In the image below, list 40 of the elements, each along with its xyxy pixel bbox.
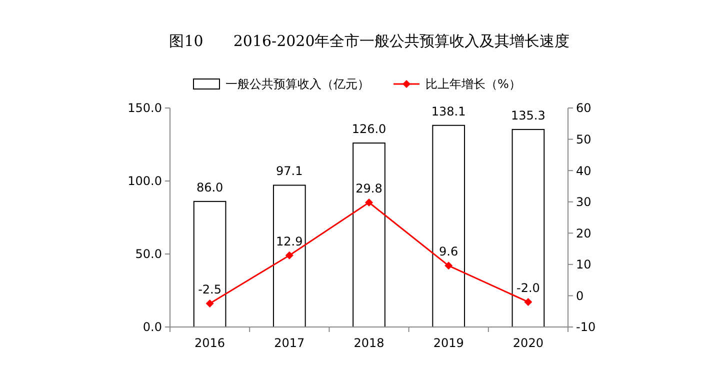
y2-tick-label: 20 (576, 226, 592, 240)
data-label: 126.0 (352, 122, 386, 136)
y2-tick-label: -10 (576, 320, 596, 334)
data-label: 138.1 (431, 104, 466, 118)
legend-label: 比上年增长（%） (426, 77, 521, 92)
x-tick-label: 2017 (274, 336, 305, 350)
x-tick-label: 2020 (512, 336, 544, 350)
data-label: 135.3 (511, 108, 546, 122)
y-tick-label: 100.0 (128, 174, 162, 188)
bar (512, 128, 545, 328)
legend-label: 一般公共预算收入（亿元） (226, 77, 370, 92)
y-tick-label: 150.0 (128, 101, 162, 116)
point (365, 198, 373, 206)
data-label: 97.1 (276, 164, 303, 178)
chart-title: 图10 2016-2020年全市一般公共预算收入及其增长速度 (169, 32, 570, 50)
data-label: -2.5 (198, 282, 222, 297)
bar (193, 200, 226, 328)
y2-tick-label: 30 (576, 195, 592, 210)
point (206, 300, 214, 308)
data-label: 86.0 (196, 180, 224, 194)
point (285, 251, 294, 260)
y2-tick-label: 50 (576, 132, 592, 146)
y2-tick-label: 40 (576, 164, 592, 178)
data-label: 29.8 (356, 181, 382, 196)
point (524, 298, 532, 306)
bar (432, 124, 466, 328)
y-tick-label: 50.0 (135, 247, 162, 262)
y-tick-label: 0.0 (142, 320, 162, 334)
x-tick-label: 2016 (194, 336, 226, 350)
point (444, 262, 453, 270)
y2-tick-label: 0 (576, 288, 584, 303)
data-label: -2.0 (516, 280, 540, 295)
data-label: 12.9 (276, 234, 303, 248)
y2-tick-label: 60 (576, 101, 592, 116)
x-tick-label: 2018 (354, 336, 384, 350)
bar (272, 184, 306, 328)
bar (352, 142, 386, 328)
y2-tick-label: 10 (576, 258, 592, 272)
data-label: 9.6 (439, 244, 458, 259)
x-tick-label: 2019 (433, 336, 464, 350)
